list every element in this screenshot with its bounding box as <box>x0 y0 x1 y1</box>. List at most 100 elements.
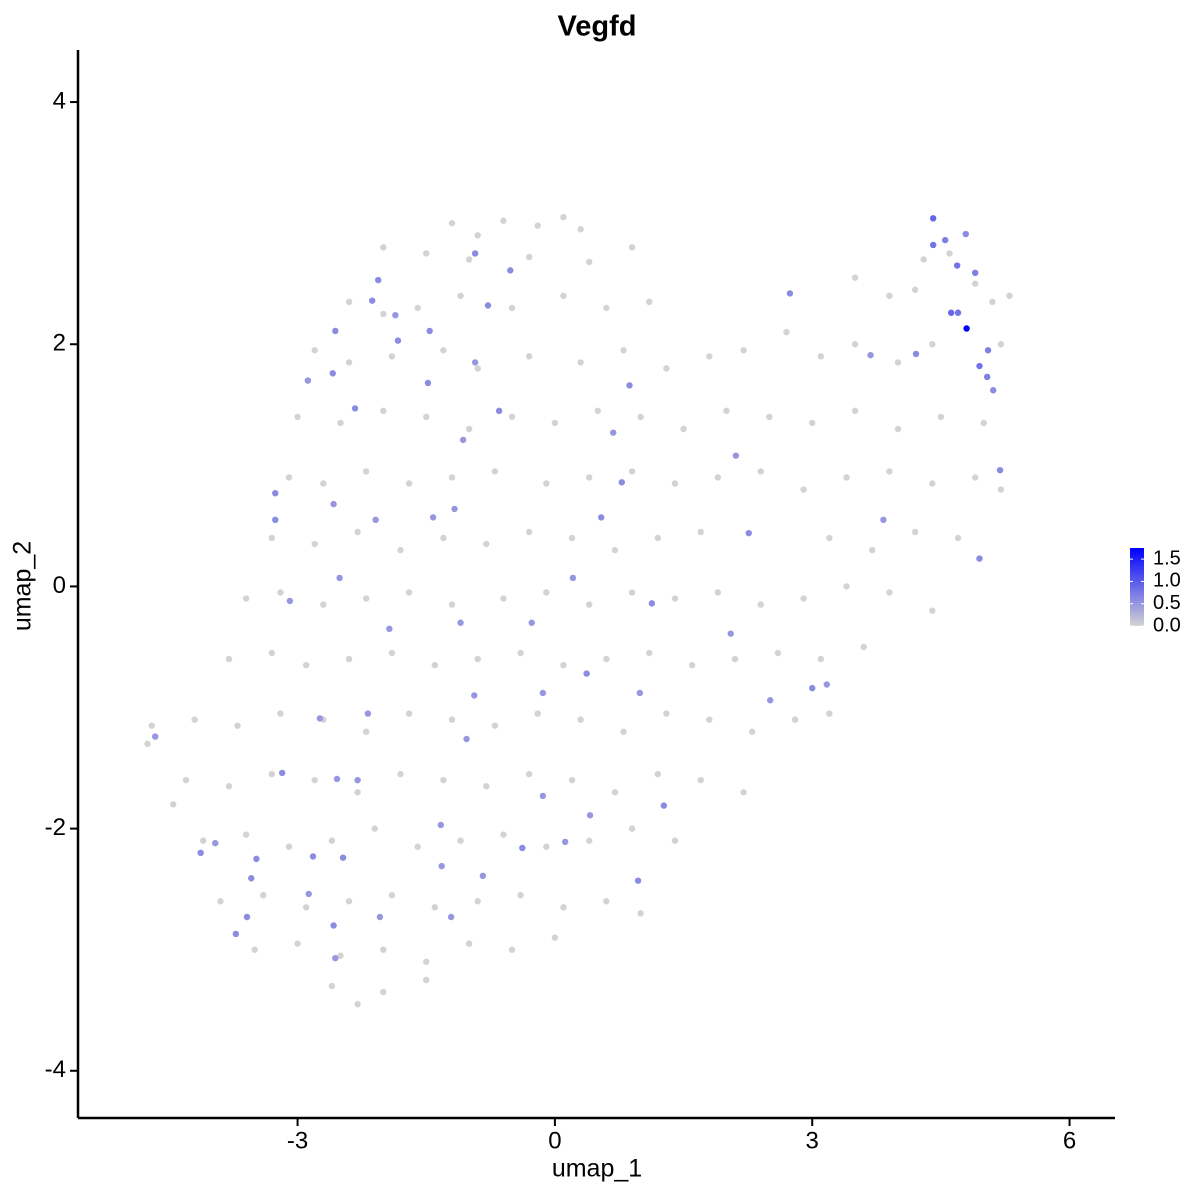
point <box>867 351 874 359</box>
point <box>731 655 739 663</box>
point <box>636 689 644 697</box>
point <box>440 534 447 542</box>
point <box>560 213 567 221</box>
point <box>929 241 937 249</box>
point <box>983 373 991 381</box>
point <box>375 276 382 284</box>
point <box>577 359 584 366</box>
point <box>500 831 507 838</box>
point <box>272 516 279 524</box>
point <box>525 770 533 778</box>
point <box>354 1000 361 1008</box>
point <box>484 302 492 309</box>
point <box>551 934 559 941</box>
point <box>568 776 576 784</box>
point <box>278 769 286 777</box>
point <box>471 359 479 366</box>
point <box>586 601 593 608</box>
colorbar-label: 0.0 <box>1153 614 1181 636</box>
point <box>860 643 867 651</box>
point <box>302 904 310 911</box>
point <box>598 514 605 521</box>
point <box>423 976 430 984</box>
point <box>603 304 610 312</box>
point <box>345 298 353 306</box>
point <box>843 583 850 590</box>
y-tick-label: -2 <box>45 814 66 841</box>
point <box>628 589 636 596</box>
point <box>465 425 473 433</box>
point <box>268 649 276 657</box>
point <box>886 468 893 475</box>
point <box>534 222 541 229</box>
point <box>586 474 593 481</box>
point <box>311 540 318 548</box>
point <box>929 607 936 614</box>
point <box>508 413 516 421</box>
point <box>971 280 979 287</box>
point <box>345 898 353 905</box>
point <box>294 413 301 421</box>
point <box>880 516 887 524</box>
point <box>610 429 617 436</box>
point <box>495 407 503 415</box>
point <box>397 546 404 554</box>
point <box>620 347 627 354</box>
point <box>447 913 455 921</box>
point <box>508 304 516 312</box>
point <box>380 407 387 415</box>
point <box>251 946 258 953</box>
point <box>457 619 464 626</box>
point <box>345 359 353 366</box>
point <box>429 514 437 521</box>
point <box>268 770 276 778</box>
point <box>851 407 859 415</box>
point <box>362 595 370 602</box>
point <box>394 337 402 344</box>
x-tick-label: 3 <box>806 1127 819 1154</box>
point <box>745 529 752 537</box>
point <box>843 474 850 481</box>
point <box>354 528 361 536</box>
point <box>431 661 439 669</box>
point <box>392 311 399 319</box>
point <box>339 854 347 861</box>
point <box>386 625 393 633</box>
point <box>980 419 987 427</box>
point <box>438 862 445 870</box>
point <box>148 722 155 729</box>
point <box>311 776 318 784</box>
point <box>757 468 764 475</box>
y-tick-label: 0 <box>53 572 66 599</box>
point <box>543 480 550 487</box>
point <box>990 387 997 394</box>
colorbar-label: 1.0 <box>1153 570 1181 592</box>
point <box>200 837 207 844</box>
point <box>766 413 773 421</box>
point <box>911 528 919 536</box>
x-tick-label: 0 <box>548 1127 561 1154</box>
point <box>248 875 255 882</box>
point <box>971 474 979 481</box>
point <box>268 534 276 542</box>
point <box>534 710 541 717</box>
point <box>954 309 962 316</box>
y-tick-label: 2 <box>53 330 66 357</box>
x-tick-label: -3 <box>287 1127 308 1154</box>
point <box>217 898 224 905</box>
point <box>483 783 490 790</box>
point <box>423 958 430 965</box>
point <box>826 710 833 717</box>
point <box>963 325 970 332</box>
point <box>783 328 790 336</box>
point <box>294 940 301 947</box>
point <box>997 486 1005 493</box>
point <box>946 250 953 257</box>
point <box>817 655 824 663</box>
point <box>337 419 344 427</box>
point <box>809 684 816 692</box>
point <box>920 256 927 263</box>
point <box>894 425 902 433</box>
point <box>405 589 413 596</box>
point <box>646 298 653 306</box>
